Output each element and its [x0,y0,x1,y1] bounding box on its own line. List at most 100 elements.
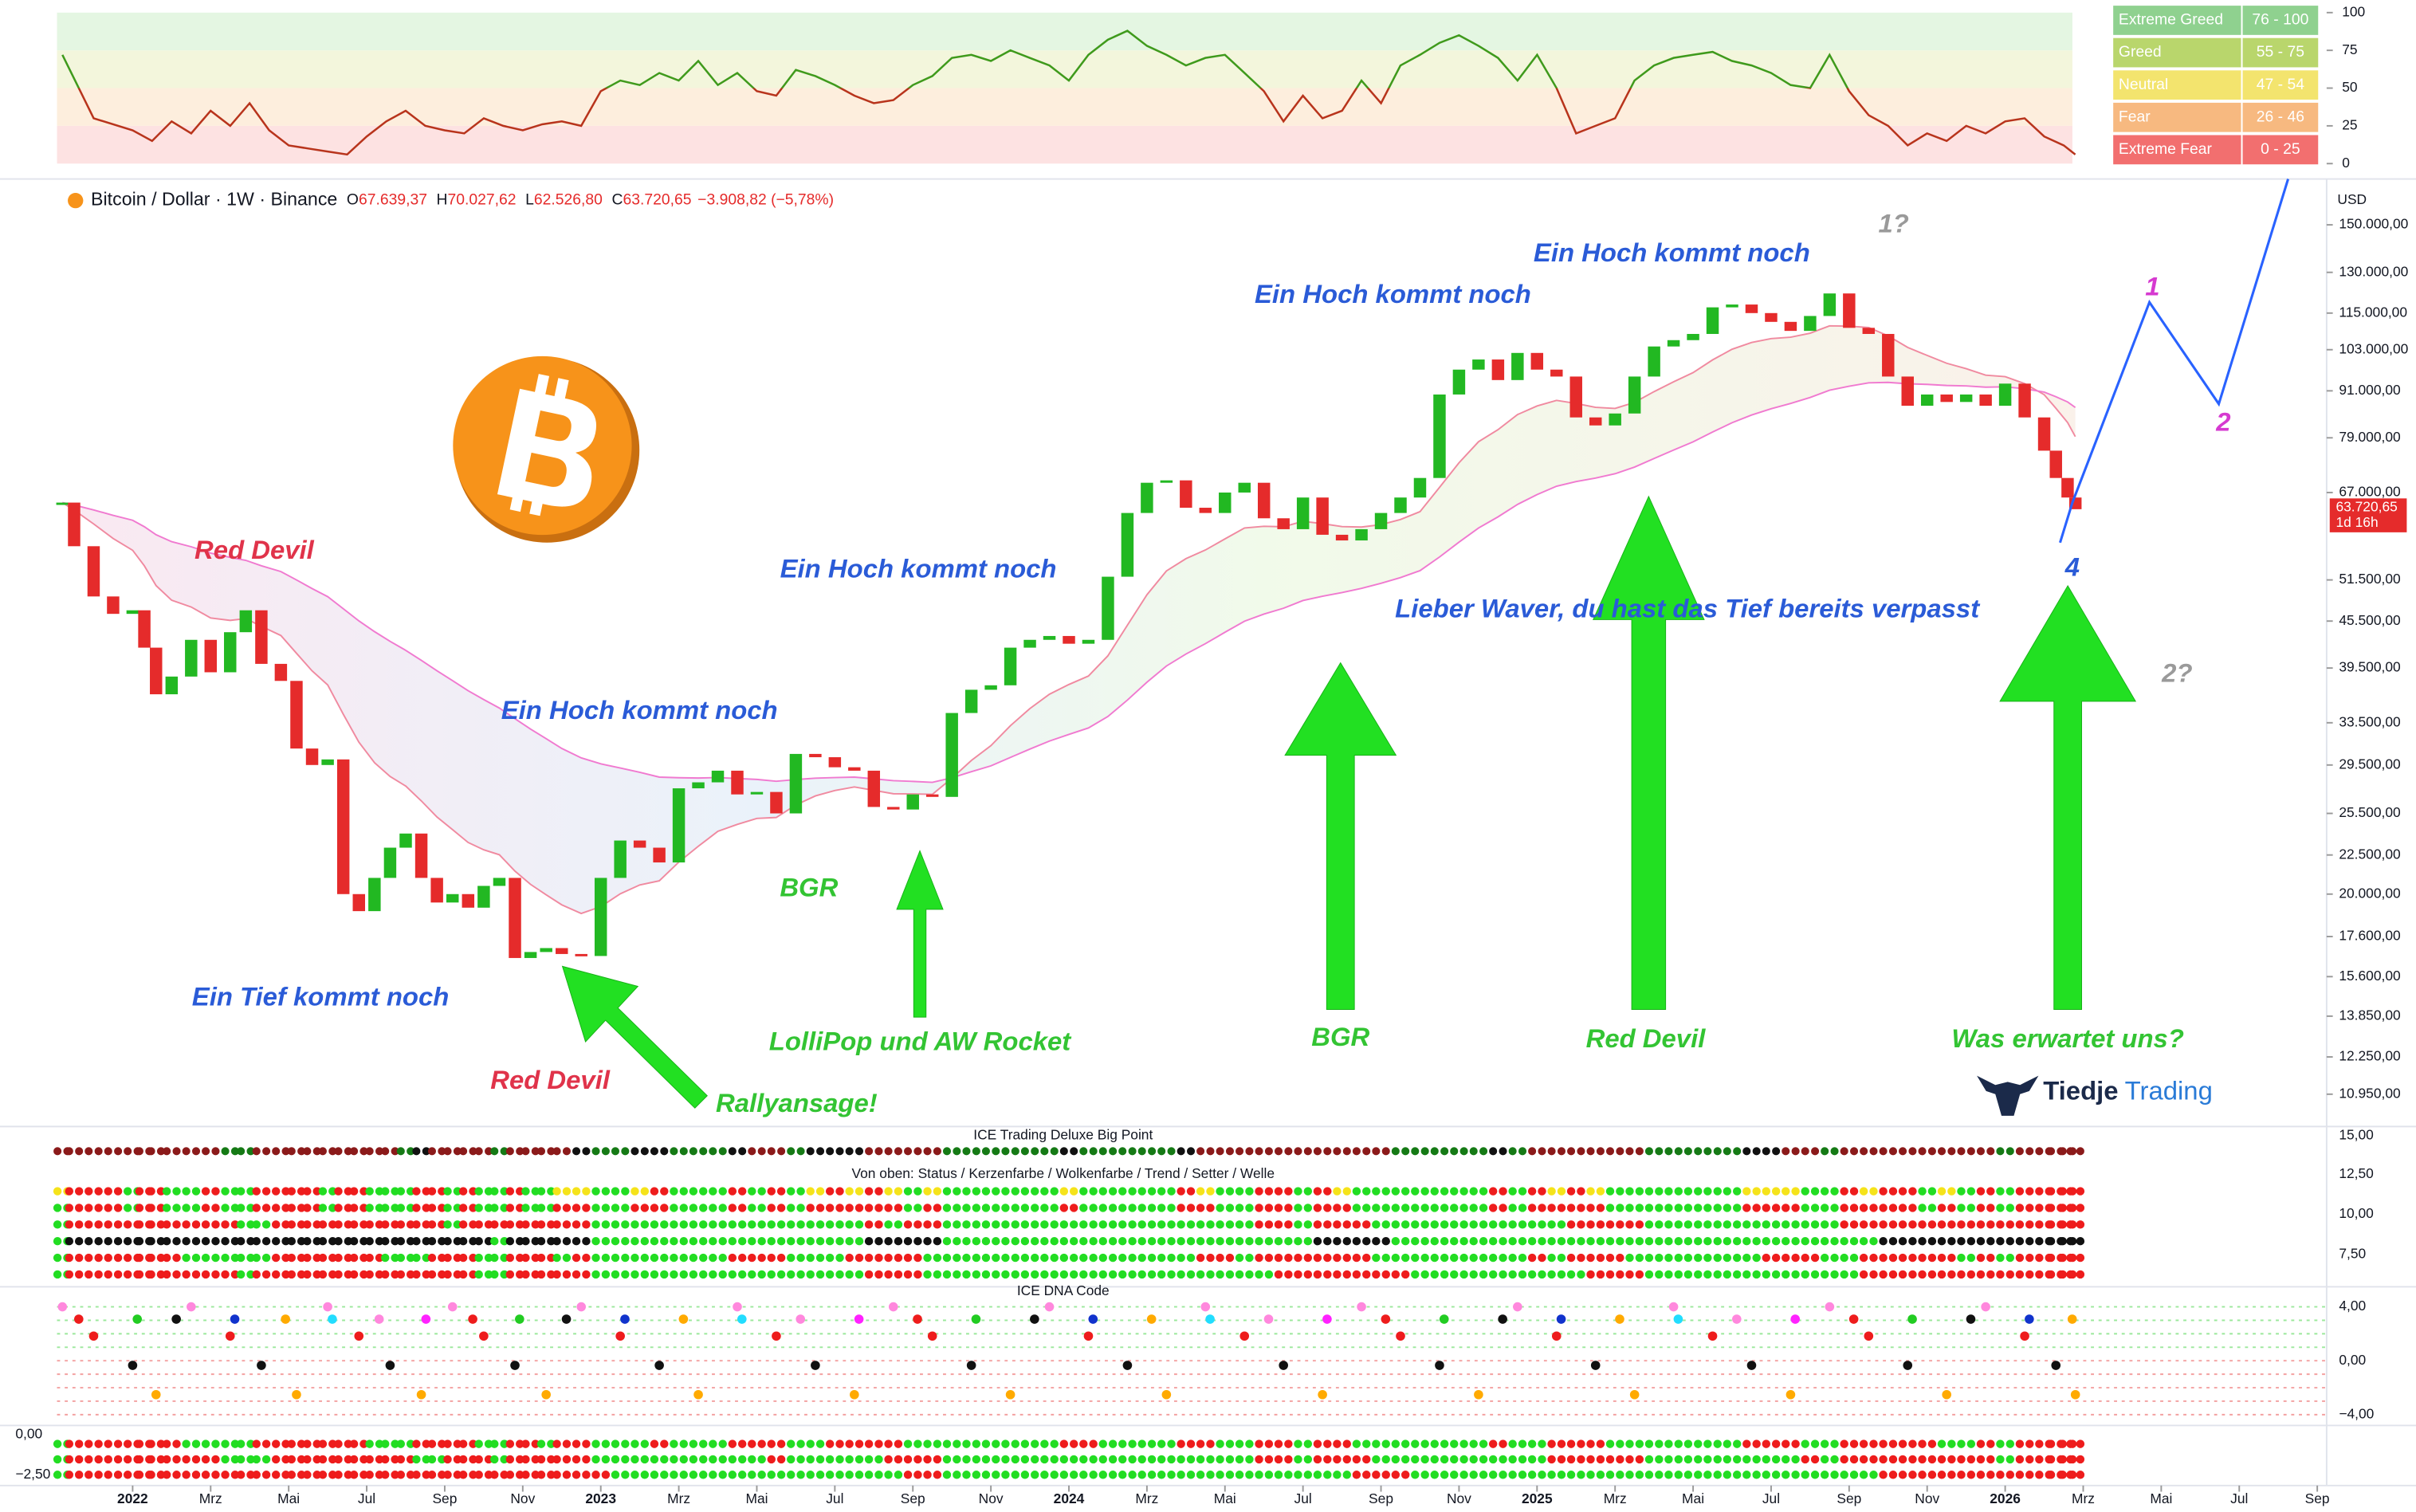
candle [1316,497,1329,535]
indicator-dot [894,1187,903,1196]
indicator-dot [737,1253,747,1263]
indicator-dot [1225,1187,1235,1196]
indicator-dot [796,1147,805,1156]
indicator-dot [1089,1471,1098,1479]
indicator-dot [1333,1236,1342,1246]
indicator-dot [962,1204,971,1212]
indicator-dot [1177,1147,1185,1156]
indicator-dot [1137,1471,1146,1479]
indicator-dot [365,1439,374,1448]
indicator-dot [728,1236,737,1246]
indicator-dot [709,1455,717,1464]
ohlc-key: C [611,192,623,209]
indicator-dot [162,1236,171,1246]
indicator-dot [2025,1455,2034,1464]
indicator-dot [1352,1439,1361,1448]
candle [509,878,521,958]
indicator-dot [1986,1439,1995,1448]
indicator-dot [421,1314,431,1324]
indicator-dot [1527,1270,1537,1279]
indicator-dot [416,1389,426,1400]
candle [1511,352,1524,380]
candle [1472,359,1485,370]
indicator-dot [312,1147,321,1156]
indicator-dot [521,1147,530,1156]
indicator-dot [1898,1270,1907,1279]
indicator-dot [391,1220,399,1229]
indicator-dot [443,1270,452,1279]
indicator-dot [1430,1439,1439,1448]
indicator-dot [74,1220,84,1229]
indicator-dot [1986,1236,1995,1246]
candle [1843,293,1856,328]
indicator-dot [201,1220,210,1229]
candle [1940,394,1953,403]
indicator-dot [500,1220,509,1229]
indicator-dot [484,1455,493,1464]
indicator-dot [2067,1314,2077,1324]
indicator-dot [1362,1455,1371,1464]
indicator-dot [1440,1236,1449,1246]
indicator-dot [1791,1270,1800,1279]
indicator-dot [1284,1439,1293,1448]
indicator-dot [1381,1439,1390,1448]
annotation: BGR [780,872,838,901]
indicator-dot [201,1187,210,1196]
indicator-dot [1547,1455,1556,1464]
indicator-dot [521,1253,530,1263]
indicator-dot [53,1471,62,1479]
indicator-dot [874,1236,883,1246]
indicator-dot [468,1314,477,1324]
indicator-dot [318,1455,328,1464]
indicator-dot [748,1147,756,1156]
indicator-dot [1059,1471,1069,1479]
indicator-dot [236,1455,246,1464]
indicator-dot [1196,1204,1205,1212]
indicator-dot [2015,1455,2025,1464]
indicator-dot [407,1147,415,1156]
indicator-dot [1996,1220,2005,1229]
indicator-dot [1089,1270,1098,1279]
indicator-dot [1527,1455,1537,1464]
indicator-dot [796,1204,805,1212]
indicator-dot [1566,1187,1576,1196]
indicator-dot [147,1439,155,1448]
indicator-dot [469,1187,477,1196]
indicator-dot [1313,1147,1322,1156]
indicator-dot [1888,1204,1898,1212]
indicator-dot [621,1204,630,1212]
indicator-dot [1625,1147,1634,1156]
indicator-dot [576,1302,587,1312]
indicator-dot [365,1204,374,1212]
candle [594,878,607,956]
indicator-dot [515,1187,524,1196]
indicator-dot [1196,1439,1205,1448]
indicator-dot [453,1147,462,1156]
indicator-dot [1605,1439,1615,1448]
indicator-dot [312,1187,321,1196]
indicator-dot [865,1147,874,1156]
indicator-dot [640,1439,650,1448]
indicator-dot [923,1455,932,1464]
indicator-dot [303,1220,312,1229]
indicator-dot [1605,1147,1615,1156]
indicator-dot [474,1147,483,1156]
candle [633,840,646,848]
indicator-dot [484,1187,493,1196]
indicator-dot [1820,1187,1829,1196]
indicator-dot [123,1471,132,1479]
indicator-dot [1070,1147,1078,1156]
indicator-dot [344,1236,353,1246]
indicator-dot [1976,1253,1986,1263]
indicator-dot [2035,1236,2044,1246]
indicator-dot [601,1204,611,1212]
indicator-dot [113,1253,123,1263]
indicator-dot [572,1270,581,1279]
indicator-dot [1108,1455,1118,1464]
indicator-dot [699,1455,708,1464]
indicator-dot [1313,1187,1322,1196]
indicator-dot [1137,1236,1146,1246]
indicator-dot [1577,1270,1585,1279]
indicator-dot [552,1471,561,1479]
